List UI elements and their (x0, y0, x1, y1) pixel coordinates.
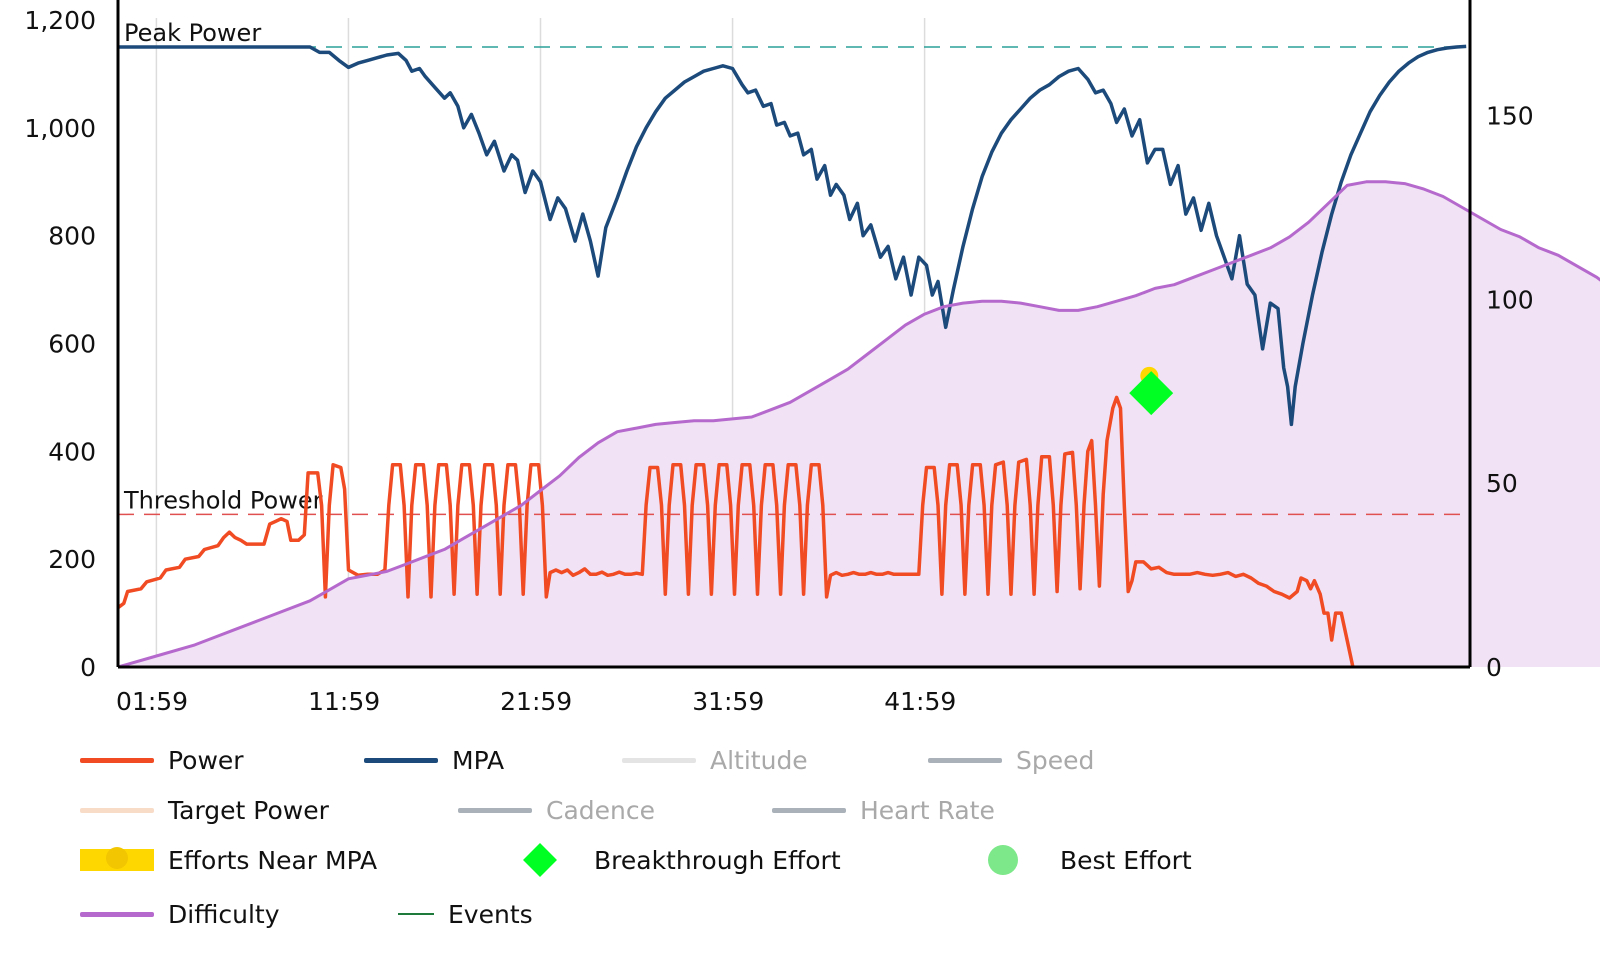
x-tick-label: 41:59 (884, 687, 956, 716)
legend-item-heart-rate[interactable]: Heart Rate (772, 795, 995, 825)
legend-item-speed[interactable]: Speed (928, 745, 1094, 775)
legend-label: Events (448, 899, 533, 929)
legend-item-difficulty[interactable]: Difficulty (80, 899, 280, 929)
legend-item-power[interactable]: Power (80, 745, 244, 775)
series-line-mpa (118, 44, 1467, 427)
effort-markers (1129, 366, 1174, 416)
y-left-tick-label: 1,200 (24, 6, 96, 35)
legend-label: Heart Rate (860, 795, 995, 825)
legend-label: Cadence (546, 795, 655, 825)
legend-item-cadence[interactable]: Cadence (458, 795, 655, 825)
legend-item-mpa[interactable]: MPA (364, 745, 504, 775)
y-left-tick-label: 600 (48, 330, 96, 359)
y-right-tick-label: 0 (1486, 653, 1502, 682)
y-left-tick-label: 400 (48, 437, 96, 466)
y-right-tick-label: 50 (1486, 469, 1518, 498)
reference-label-0: Peak Power (124, 19, 261, 47)
y-right-tick-label: 150 (1486, 102, 1534, 131)
legend-swatch (506, 843, 582, 877)
legend-swatch (398, 899, 436, 929)
marker-breakthrough-effort[interactable] (1129, 371, 1174, 416)
legend-label: Speed (1016, 745, 1095, 775)
x-tick-label: 21:59 (500, 687, 572, 716)
difficulty-area (118, 181, 1600, 667)
x-axis-ticks: 01:59 11:59 21:59 31:59 41:59 (116, 687, 956, 716)
x-tick-label: 31:59 (692, 687, 764, 716)
legend-label: Power (168, 745, 244, 775)
legend-swatch (458, 795, 534, 825)
y-left-tick-label: 200 (48, 545, 96, 574)
legend-item-efforts-near-mpa[interactable]: Efforts Near MPA (80, 845, 377, 875)
legend-item-events[interactable]: Events (398, 899, 533, 929)
legend-label: Altitude (710, 745, 808, 775)
axes (116, 0, 1472, 669)
legend-item-altitude[interactable]: Altitude (622, 745, 808, 775)
legend-label: Target Power (168, 795, 329, 825)
legend-swatch (80, 745, 156, 775)
reference-lines: Peak Power Threshold Power (118, 19, 1462, 516)
legend-swatch (972, 845, 1048, 875)
difficulty-fill (118, 181, 1600, 667)
legend-swatch (80, 845, 156, 875)
legend-swatch (80, 899, 156, 929)
legend-label: Best Effort (1060, 845, 1192, 875)
x-tick-label: 01:59 (116, 687, 188, 716)
legend-item-breakthrough-effort[interactable]: Breakthrough Effort (506, 843, 841, 877)
legend-swatch (364, 745, 440, 775)
y-left-tick-label: 0 (80, 653, 96, 682)
legend-swatch (928, 745, 1004, 775)
y-axis-left-ticks: 0 200 400 600 800 1,000 1,200 (24, 6, 96, 682)
series-line-power (116, 395, 1355, 668)
y-right-tick-label: 100 (1486, 285, 1534, 314)
legend-label: Efforts Near MPA (168, 845, 378, 875)
series-lines (116, 44, 1600, 669)
legend-label: Breakthrough Effort (594, 845, 841, 875)
legend-label: MPA (452, 745, 505, 775)
legend-item-target-power[interactable]: Target Power (80, 795, 329, 825)
reference-label-1: Threshold Power (123, 486, 323, 514)
y-left-tick-label: 1,000 (24, 114, 96, 143)
legend-swatch (772, 795, 848, 825)
legend-swatch (80, 795, 156, 825)
y-axis-right-ticks: 0 50 100 150 (1486, 102, 1534, 682)
legend-label: Difficulty (168, 899, 280, 929)
legend-item-best-effort[interactable]: Best Effort (972, 845, 1192, 875)
series-line-difficulty (117, 180, 1600, 669)
x-tick-label: 11:59 (308, 687, 380, 716)
y-left-tick-label: 800 (48, 222, 96, 251)
legend-swatch (622, 745, 698, 775)
